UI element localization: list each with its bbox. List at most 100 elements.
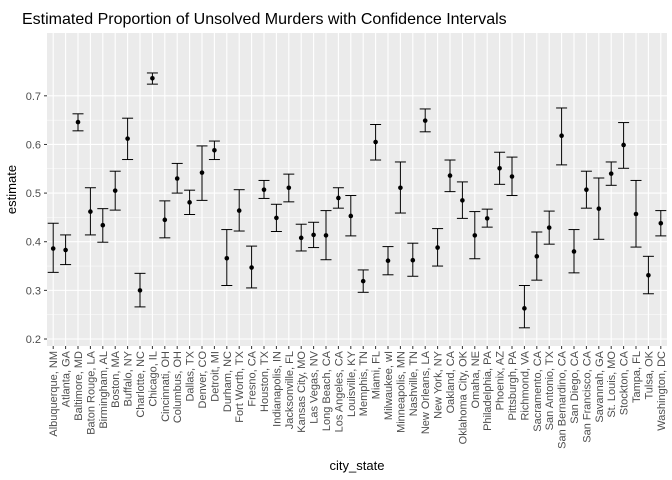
plot-panel — [47, 33, 667, 346]
x-tick-label: Denver, CO — [197, 351, 209, 409]
x-tick-label: Phoenix, AZ — [495, 351, 507, 411]
data-point — [298, 235, 304, 241]
y-tick-label: 0.5 — [26, 188, 41, 200]
x-tick-label: Charlotte, NC — [135, 351, 147, 418]
x-tick-label: Las Vegas, NV — [309, 350, 321, 423]
x-tick-label: Richmond, VA — [519, 350, 531, 420]
data-point — [360, 278, 366, 284]
x-tick-label: Sacramento, CA — [532, 350, 544, 431]
x-tick-label: Tampa, FL — [631, 351, 643, 403]
x-tick-label: Baton Rouge, LA — [85, 350, 97, 434]
data-point — [224, 255, 230, 261]
data-point — [199, 170, 205, 175]
data-point — [385, 258, 391, 263]
y-axis-title: estimate — [4, 165, 19, 214]
data-point — [497, 165, 502, 171]
data-point — [584, 187, 589, 192]
x-tick-label: Cincinnati, OH — [160, 351, 172, 422]
x-tick-label: Miami, FL — [371, 351, 383, 399]
grid-minor — [47, 119, 667, 315]
x-tick-label: San Antonio, TX — [544, 350, 556, 430]
data-point — [472, 233, 478, 238]
x-tick-label: St. Louis, MO — [606, 351, 618, 418]
x-tick-label: Boston, MA — [110, 350, 122, 408]
data-point — [422, 118, 428, 123]
x-tick-label: Memphis, TN — [358, 351, 370, 416]
x-tick-label: San Francisco, CA — [581, 350, 593, 442]
data-point — [410, 257, 416, 263]
data-point — [236, 208, 242, 213]
y-axis: 0.2 0.3 0.4 0.5 0.6 0.7 — [26, 91, 47, 346]
data-point — [174, 176, 180, 181]
x-tick-label: New Orleans, LA — [420, 350, 432, 434]
data-point — [546, 225, 552, 230]
x-tick-label: Tulsa, OK — [643, 350, 655, 399]
data-point — [460, 198, 465, 203]
data-point — [435, 245, 440, 250]
x-tick-label: Baltimore, MD — [73, 351, 85, 421]
data-point — [658, 220, 664, 226]
x-tick-label: San Bernardino, CA — [557, 350, 569, 448]
data-point — [571, 249, 577, 254]
x-tick-label: Detroit, MI — [209, 351, 221, 402]
data-point — [249, 265, 254, 270]
data-point — [348, 213, 354, 219]
data-point — [608, 171, 614, 176]
data-point — [522, 306, 527, 311]
marks — [47, 72, 667, 329]
x-tick-label: Oakland, CA — [445, 350, 457, 413]
data-point — [534, 254, 540, 259]
data-point — [336, 195, 341, 201]
x-tick-label: Pittsburgh, PA — [507, 350, 519, 420]
x-tick-label: Minneapolis, MN — [395, 351, 407, 433]
data-point — [323, 233, 329, 238]
data-point — [125, 136, 130, 141]
x-tick-label: Columbus, OH — [172, 351, 184, 423]
data-point — [100, 222, 106, 228]
data-point — [311, 232, 316, 238]
y-tick-label: 0.3 — [26, 285, 41, 297]
x-tick-label: Omaha, NE — [470, 351, 482, 408]
data-point — [447, 173, 453, 178]
data-point — [261, 187, 267, 192]
data-point — [274, 215, 279, 221]
y-tick-label: 0.6 — [26, 139, 41, 151]
x-tick-label: Chicago, IL — [147, 351, 159, 407]
y-tick-label: 0.4 — [26, 237, 41, 249]
x-tick-label: New York, NY — [433, 350, 445, 419]
x-tick-label: Savannah, GA — [594, 350, 606, 422]
data-point — [646, 272, 651, 278]
data-point — [373, 139, 378, 145]
x-tick-label: Louisville, KY — [346, 350, 358, 417]
data-point — [88, 209, 93, 214]
x-tick-label: Oklahoma City, OK — [457, 350, 469, 444]
x-axis: Albuquerque, NM Atlanta, GA Baltimore, MD B… — [48, 346, 668, 449]
x-tick-label: Kansas City, MO — [296, 351, 308, 433]
data-point — [398, 185, 403, 191]
y-tick-label: 0.2 — [26, 334, 41, 346]
x-tick-label: Jacksonville, FL — [284, 351, 296, 429]
x-tick-label: Stockton, CA — [619, 350, 631, 415]
x-tick-label: Philadelphia, PA — [482, 350, 494, 431]
data-point — [75, 119, 81, 125]
x-tick-label: Houston, TX — [259, 350, 271, 412]
data-point — [150, 76, 155, 81]
data-point — [137, 288, 143, 293]
data-point — [559, 133, 564, 138]
data-point — [162, 217, 168, 223]
x-tick-label: Birmingham, AL — [98, 351, 110, 429]
x-tick-label: Albuquerque, NM — [48, 351, 60, 437]
data-point — [633, 211, 639, 217]
data-point — [286, 185, 292, 191]
x-tick-label: Long Beach, CA — [321, 350, 333, 431]
data-point — [187, 200, 192, 205]
x-axis-title: city_state — [330, 458, 385, 473]
data-point — [484, 216, 490, 221]
data-point — [621, 142, 626, 148]
data-point — [112, 188, 118, 193]
x-tick-label: San Diego, CA — [569, 350, 581, 423]
x-tick-label: Durham, NC — [222, 351, 234, 412]
x-tick-label: Dallas, TX — [185, 350, 197, 401]
x-tick-label: Fresno, CA — [247, 350, 259, 406]
